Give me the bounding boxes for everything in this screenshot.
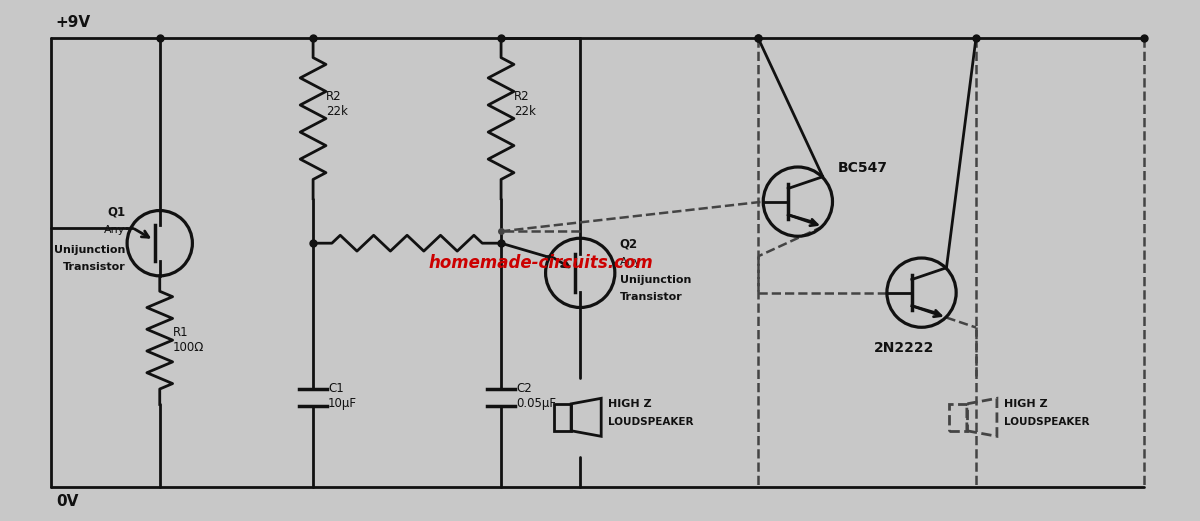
Text: Unijunction: Unijunction — [619, 275, 691, 285]
Text: LOUDSPEAKER: LOUDSPEAKER — [608, 417, 694, 427]
Text: +9V: +9V — [56, 16, 91, 31]
Text: C1
10μF: C1 10μF — [328, 381, 356, 410]
Text: 2N2222: 2N2222 — [874, 341, 935, 355]
Text: R1
100Ω: R1 100Ω — [173, 326, 204, 354]
Text: Any: Any — [619, 257, 641, 267]
Text: R2
22k: R2 22k — [514, 90, 536, 118]
Text: HIGH Z: HIGH Z — [1003, 400, 1048, 410]
Text: LOUDSPEAKER: LOUDSPEAKER — [1003, 417, 1090, 427]
Text: C2
0.05μF: C2 0.05μF — [516, 381, 556, 410]
Text: Transistor: Transistor — [619, 292, 683, 302]
Text: Q2: Q2 — [619, 237, 638, 250]
Text: BC547: BC547 — [838, 161, 888, 175]
Text: HIGH Z: HIGH Z — [608, 400, 652, 410]
Text: homemade-circuits.com: homemade-circuits.com — [428, 254, 653, 272]
Text: Unijunction: Unijunction — [54, 245, 126, 255]
Text: Q1: Q1 — [107, 205, 126, 218]
Text: Transistor: Transistor — [62, 262, 126, 272]
Bar — [553, 404, 571, 431]
Bar — [949, 404, 967, 431]
Text: Any: Any — [104, 225, 126, 235]
Text: 0V: 0V — [56, 494, 78, 510]
Text: R2
22k: R2 22k — [326, 90, 348, 118]
